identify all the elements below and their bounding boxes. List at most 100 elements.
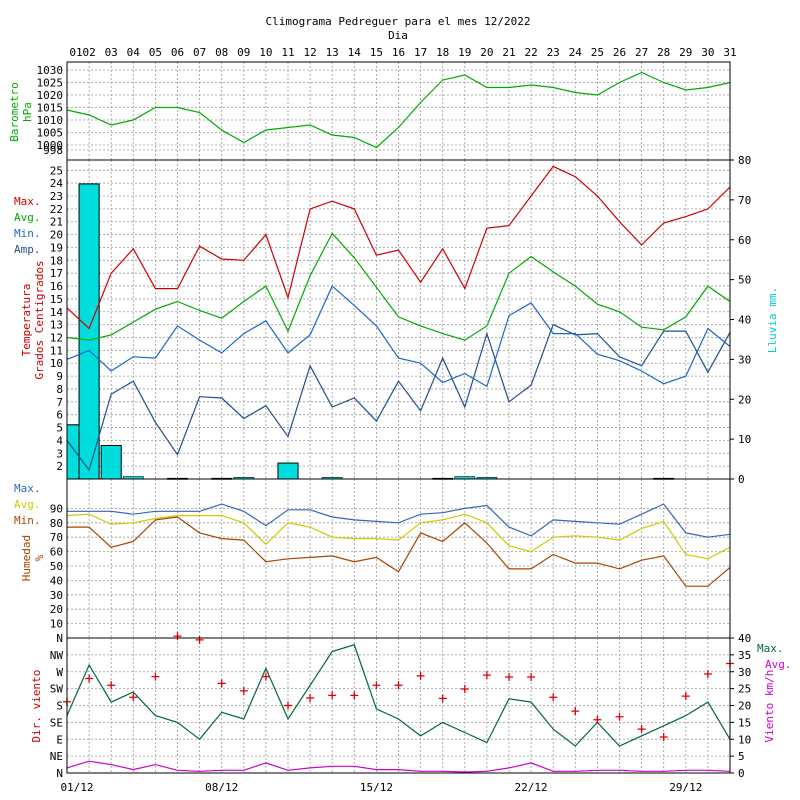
humidity-tick-label: 10	[50, 618, 63, 631]
wind-speed-tick-label: 35	[738, 649, 751, 662]
humidity-tick-label: 80	[50, 517, 63, 530]
rain-bar	[66, 424, 81, 480]
temperature-tick-label: 12	[50, 332, 63, 345]
humidity-ylabel-unit: %	[33, 554, 46, 561]
rain-tick-label: 40	[738, 314, 751, 327]
humidity-tick-label: 60	[50, 546, 63, 559]
wind-dir-tick-label: S	[56, 700, 63, 713]
wind-direction-marker	[328, 691, 337, 700]
temperature-tick-label: 6	[56, 409, 63, 422]
temp-avg-line	[66, 232, 731, 341]
day-label-top: 03	[105, 46, 118, 59]
temperature-tick-label: 15	[50, 293, 63, 306]
day-label-top: 15	[370, 46, 383, 59]
day-label-top: 01	[69, 46, 82, 59]
chart-title: Climograma Pedreguer para el mes 12/2022	[266, 15, 531, 28]
day-label-top: 20	[480, 46, 493, 59]
wind-direction-marker	[284, 701, 292, 710]
wind-direction-marker	[438, 694, 447, 703]
day-label-top: 18	[436, 46, 449, 59]
day-label-top: 24	[569, 46, 583, 59]
temperature-ylabel-unit: Grados Centigrados	[33, 260, 46, 379]
day-label-top: 28	[657, 46, 670, 59]
day-label-top: 08	[215, 46, 228, 59]
humidity-tick-label: 70	[50, 531, 63, 544]
day-label-top: 26	[613, 46, 626, 59]
temp-min-line	[66, 285, 731, 388]
temperature-tick-label: 23	[50, 190, 63, 203]
barometer-line	[66, 71, 731, 149]
day-label-top: 14	[348, 46, 362, 59]
wind-dir-tick-label: SE	[50, 716, 63, 729]
wind-direction-marker	[372, 681, 381, 690]
wind-direction-marker	[527, 673, 536, 681]
wind-direction-marker	[681, 692, 690, 701]
wind-legend-avg: Avg.	[765, 658, 792, 671]
day-label-top: 29	[679, 46, 692, 59]
temp-amplitude-line	[66, 323, 731, 472]
day-label-top: 04	[127, 46, 141, 59]
temperature-tick-label: 5	[56, 422, 63, 435]
temperature-tick-label: 25	[50, 164, 63, 177]
wind-ylabel-left: Dir. viento	[30, 670, 43, 743]
chart-layer: 01 02 03 04 05 06 07 08 09 10 11 12 13 14 15 16 17 18 19 20…	[8, 46, 792, 794]
day-label-top: 10	[259, 46, 272, 59]
temperature-tick-label: 9	[56, 370, 63, 383]
wind-direction-marker	[482, 671, 491, 680]
wind-direction-marker	[239, 686, 248, 695]
wind-direction-marker	[85, 674, 94, 683]
temperature-tick-label: 22	[50, 203, 63, 216]
humidity-max-line	[67, 503, 731, 538]
humidity-legend-item: Avg.	[14, 498, 41, 511]
day-label-top: 27	[635, 46, 648, 59]
wind-dir-tick-label: E	[56, 733, 63, 746]
wind-direction-marker	[505, 673, 513, 681]
wind-speed-tick-label: 25	[738, 683, 751, 696]
temperature-tick-label: 16	[50, 280, 63, 293]
rain-tick-label: 20	[738, 393, 751, 406]
wind-dir-tick-label: W	[56, 666, 63, 679]
wind-avg-line	[66, 760, 731, 773]
day-label-top: 05	[149, 46, 162, 59]
wind-direction-marker	[306, 694, 315, 702]
wind-speed-tick-label: 20	[738, 700, 751, 713]
temp-max-line	[66, 165, 731, 330]
wind-dir-tick-label: NE	[50, 750, 63, 763]
wind-speed-tick-label: 40	[738, 632, 751, 645]
temperature-tick-label: 3	[56, 447, 63, 460]
day-label-top: 31	[723, 46, 736, 59]
wind-dir-tick-label: SW	[50, 683, 64, 696]
humidity-tick-label: 30	[50, 589, 63, 602]
barometer-ylabel-unit: hPa	[21, 102, 34, 122]
temperature-tick-label: 14	[50, 306, 64, 319]
temperature-tick-label: 7	[56, 396, 63, 409]
wind-dir-tick-label: NW	[50, 649, 64, 662]
humidity-legend-item: Max.	[14, 482, 41, 495]
wind-direction-marker	[394, 681, 403, 690]
humidity-avg-line	[66, 513, 731, 560]
temperature-tick-label: 18	[50, 254, 63, 267]
rain-tick-label: 50	[738, 274, 751, 287]
rain-bar	[78, 183, 100, 480]
day-label-top: 13	[326, 46, 339, 59]
temperature-tick-label: 8	[56, 383, 63, 396]
wind-direction-marker	[593, 715, 602, 724]
wind-direction-marker	[129, 693, 138, 702]
wind-max-line	[66, 644, 731, 747]
barometer-tick-label: 1030	[37, 64, 64, 77]
temperature-tick-label: 20	[50, 229, 63, 242]
barometer-tick-label: 1005	[37, 127, 64, 140]
wind-direction-marker	[637, 725, 646, 734]
chart-subtitle: Dia	[388, 29, 408, 42]
temperature-legend-item: Min.	[14, 227, 41, 240]
wind-legend-max: Max.	[757, 642, 784, 655]
temperature-legend-item: Amp.	[14, 243, 41, 256]
barometer-ylabel: Barometro	[8, 82, 21, 142]
day-label-top: 09	[237, 46, 250, 59]
humidity-tick-label: 50	[50, 560, 63, 573]
temperature-legend-item: Max.	[14, 195, 41, 208]
wind-speed-tick-label: 10	[738, 733, 751, 746]
panel-frame	[66, 478, 731, 639]
day-label-top: 12	[303, 46, 316, 59]
